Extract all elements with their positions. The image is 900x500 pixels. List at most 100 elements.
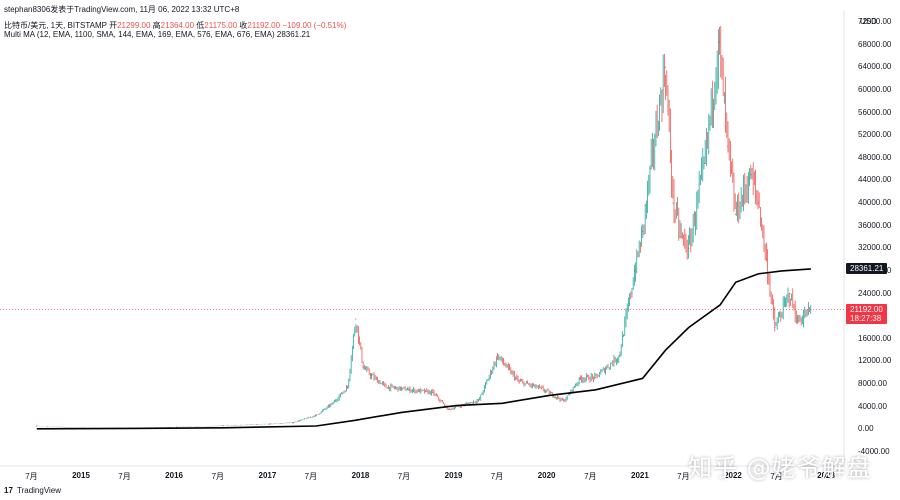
tradingview-brand: TradingView [16, 486, 62, 495]
time-tick-label: 2022 [724, 471, 742, 480]
price-point [718, 41, 720, 43]
price-point [563, 400, 565, 402]
price-point [672, 202, 674, 204]
tradingview-logo-icon: 17 [4, 486, 13, 495]
currency-label[interactable]: USD [860, 17, 877, 26]
tradingview-footer[interactable]: 17 TradingView [4, 486, 61, 495]
price-tick-label: 56000.00 [858, 107, 892, 117]
time-tick-label: 2020 [537, 471, 556, 480]
time-tick-label: 7月 [677, 472, 690, 481]
ma-price-tag: 28361.21 [846, 262, 888, 274]
price-tick-label: 48000.00 [858, 152, 892, 162]
time-tick-label: 7月 [304, 472, 318, 481]
price-point [765, 259, 767, 261]
bar-countdown: 18:27:38 [850, 314, 882, 324]
price-point [703, 162, 706, 165]
price-point [355, 318, 357, 320]
price-tick-label: 36000.00 [858, 220, 892, 230]
price-point [688, 247, 690, 249]
price-point [797, 321, 799, 323]
low-value: 21175.00 [204, 21, 238, 30]
price-point [618, 355, 620, 357]
candle-layer [36, 26, 812, 429]
price-point [680, 236, 682, 238]
price-point [517, 380, 519, 382]
price-point [496, 355, 499, 357]
open-value: 21299.00 [117, 21, 151, 30]
price-point [727, 145, 729, 148]
watermark: 知乎 @姥爷解盘 [688, 454, 872, 482]
price-point [292, 421, 294, 424]
price-tick-label: 60000.00 [858, 84, 892, 94]
price-tick-label: 72000.00 [858, 17, 892, 26]
symbol-name[interactable]: 比特币/美元, 1天, BITSTAMP [4, 21, 107, 30]
price-point [540, 388, 542, 390]
time-tick-label: 7月 [25, 472, 38, 481]
time-tick-label: 7月 [584, 472, 597, 481]
price-point [447, 408, 449, 411]
high-value: 21364.00 [160, 21, 195, 30]
price-tick-label: 12000.00 [858, 356, 892, 366]
time-tick-label: 2023 [817, 471, 835, 480]
price-point [370, 375, 372, 377]
price-tick-label: 64000.00 [858, 62, 892, 72]
price-point [315, 414, 317, 416]
price-tick-label: -4000.00 [858, 447, 890, 456]
price-tick-label: 24000.00 [858, 288, 892, 298]
price-point [664, 66, 666, 68]
ma-legend: Multi MA (12, EMA, 1100, SMA, 144, EMA, … [4, 30, 310, 39]
multi-ma-line [36, 268, 811, 430]
price-tick-label: 44000.00 [858, 175, 892, 185]
price-point [346, 386, 349, 388]
publisher-header: stephan8306发表于TradingView.com, 11月 06, 2… [4, 5, 240, 14]
time-tick-label: 2021 [631, 471, 649, 480]
price-point [649, 168, 652, 170]
close-label: 收 [239, 21, 248, 30]
price-point [774, 326, 776, 329]
price-point [362, 366, 364, 368]
time-tick-label: 7月 [490, 472, 504, 481]
last-price-tag: 21192.00 18:27:38 [846, 304, 887, 325]
time-tick-label: 7月 [211, 472, 225, 481]
price-point [579, 377, 581, 380]
line-layer [0, 268, 844, 430]
time-tick-label: 7月 [770, 472, 783, 481]
time-tick-label: 7月 [118, 472, 131, 481]
open-label: 开 [109, 21, 118, 30]
price-point [385, 386, 387, 388]
price-point [758, 202, 760, 204]
last-price-value: 21192.00 [850, 305, 883, 315]
price-point [432, 391, 434, 394]
price-tick-label: 32000.00 [858, 243, 892, 253]
price-point [789, 292, 791, 295]
change-value: −109.00 (−0.51%) [282, 21, 347, 30]
symbol-legend: 比特币/美元, 1天, BITSTAMP 开21299.00 高21364.00… [4, 20, 346, 31]
close-value: 21192.00 [247, 21, 281, 30]
ma-value: 28361.21 [276, 30, 311, 39]
price-point [750, 174, 752, 176]
price-point [36, 425, 38, 427]
low-label: 低 [196, 21, 205, 30]
time-tick-label: 2016 [165, 471, 183, 480]
price-tick-label: 68000.00 [858, 39, 892, 49]
price-point [595, 376, 597, 378]
price-tick-label: 4000.00 [858, 401, 887, 411]
price-point [478, 399, 480, 401]
price-point [269, 423, 271, 425]
price-point [641, 230, 644, 232]
time-tick-label: 2017 [258, 471, 277, 480]
ma-label[interactable]: Multi MA (12, EMA, 1100, SMA, 144, EMA, … [4, 30, 275, 39]
price-tick-label: 8000.00 [858, 379, 887, 389]
price-point [331, 403, 333, 405]
high-label: 高 [152, 21, 161, 30]
price-tick-label: 16000.00 [858, 333, 892, 343]
price-point [634, 270, 636, 272]
price-point [408, 389, 410, 391]
price-tick-label: 40000.00 [858, 198, 892, 208]
price-tick-label: 52000.00 [858, 130, 892, 140]
time-tick-label: 2019 [444, 471, 463, 480]
time-tick-label: 7月 [397, 472, 411, 481]
price-tick-label: 0.00 [858, 424, 874, 434]
time-tick-label: 2015 [72, 471, 90, 480]
